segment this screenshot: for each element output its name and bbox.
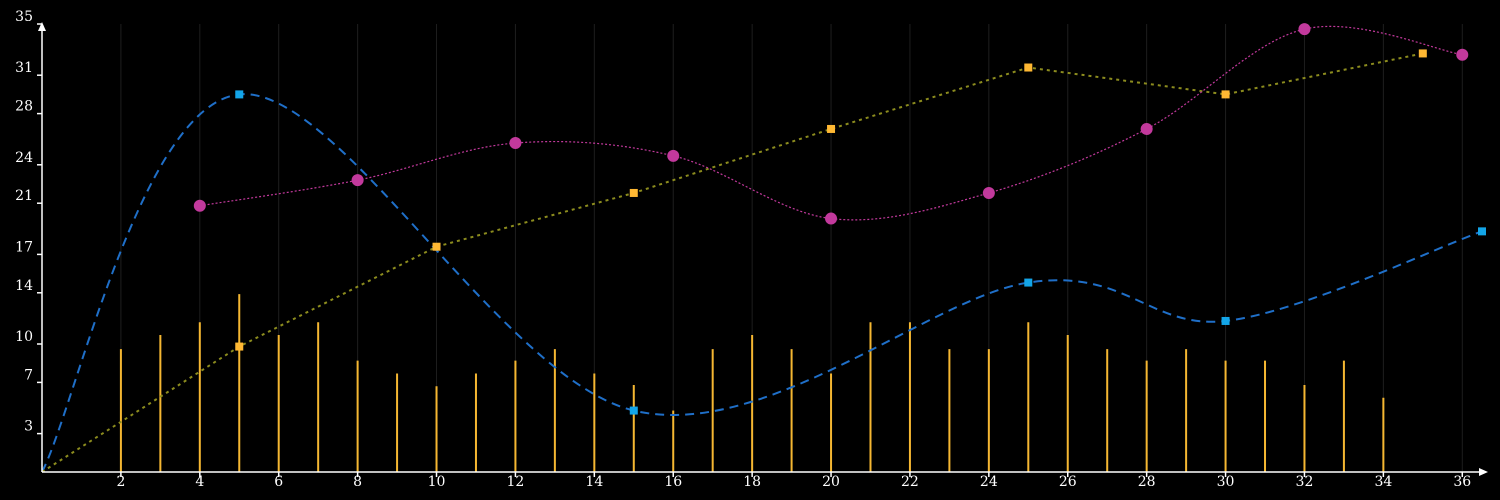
x-axis-arrow <box>1479 468 1488 476</box>
series-line-magenta <box>199 25 1463 221</box>
data-point <box>1221 90 1230 99</box>
x-tick-label: 12 <box>507 474 525 490</box>
y-tick-label: 10 <box>15 329 33 345</box>
data-point <box>1221 316 1230 325</box>
axes <box>37 22 1488 477</box>
tick-labels: 2 4 6 8 10 12 14 16 18 20 22 24 26 28 30 32 34 3637101417… <box>15 9 1471 490</box>
x-tick-label: 8 <box>353 474 362 490</box>
y-tick-label: 17 <box>15 239 33 255</box>
x-tick-label: 14 <box>585 474 603 490</box>
data-point <box>193 199 206 212</box>
data-point <box>1456 48 1469 61</box>
x-tick-label: 28 <box>1138 474 1156 490</box>
x-tick-label: 10 <box>428 474 446 490</box>
data-point <box>509 137 522 150</box>
data-point <box>1478 227 1486 236</box>
x-tick-label: 24 <box>980 474 998 490</box>
y-tick-label: 7 <box>24 367 33 383</box>
y-tick-label: 3 <box>24 419 33 435</box>
y-axis-arrow <box>38 22 46 31</box>
x-tick-label: 32 <box>1296 474 1314 490</box>
data-point <box>629 406 638 415</box>
x-tick-label: 34 <box>1374 474 1392 490</box>
series-line-olive <box>41 52 1424 473</box>
data-point <box>235 342 244 351</box>
x-tick-label: 2 <box>116 474 125 490</box>
y-tick-label: 28 <box>15 99 33 115</box>
y-tick-label: 24 <box>15 150 33 166</box>
data-point <box>827 124 836 133</box>
x-tick-label: 30 <box>1217 474 1235 490</box>
x-tick-label: 22 <box>901 474 919 490</box>
data-point <box>982 186 995 199</box>
series-markers <box>193 23 1486 415</box>
data-point <box>667 149 680 162</box>
data-point <box>1024 278 1033 287</box>
data-point <box>1298 23 1311 36</box>
data-point <box>629 188 638 197</box>
data-point <box>1024 63 1033 72</box>
data-point <box>235 90 244 99</box>
data-point <box>825 212 838 225</box>
bar-series <box>119 294 1385 472</box>
data-point <box>351 174 364 187</box>
x-tick-label: 26 <box>1059 474 1077 490</box>
x-tick-label: 6 <box>274 474 283 490</box>
y-tick-label: 31 <box>15 60 33 76</box>
x-tick-label: 18 <box>743 474 761 490</box>
x-tick-label: 4 <box>195 474 204 490</box>
x-tick-label: 16 <box>664 474 682 490</box>
data-point <box>1140 122 1153 135</box>
data-point <box>432 242 441 251</box>
x-tick-label: 20 <box>822 474 840 490</box>
y-tick-label: 14 <box>15 278 33 294</box>
x-tick-label: 36 <box>1453 474 1471 490</box>
y-tick-label: 35 <box>15 9 33 25</box>
y-tick-label: 21 <box>15 188 33 204</box>
data-point <box>1418 49 1427 58</box>
